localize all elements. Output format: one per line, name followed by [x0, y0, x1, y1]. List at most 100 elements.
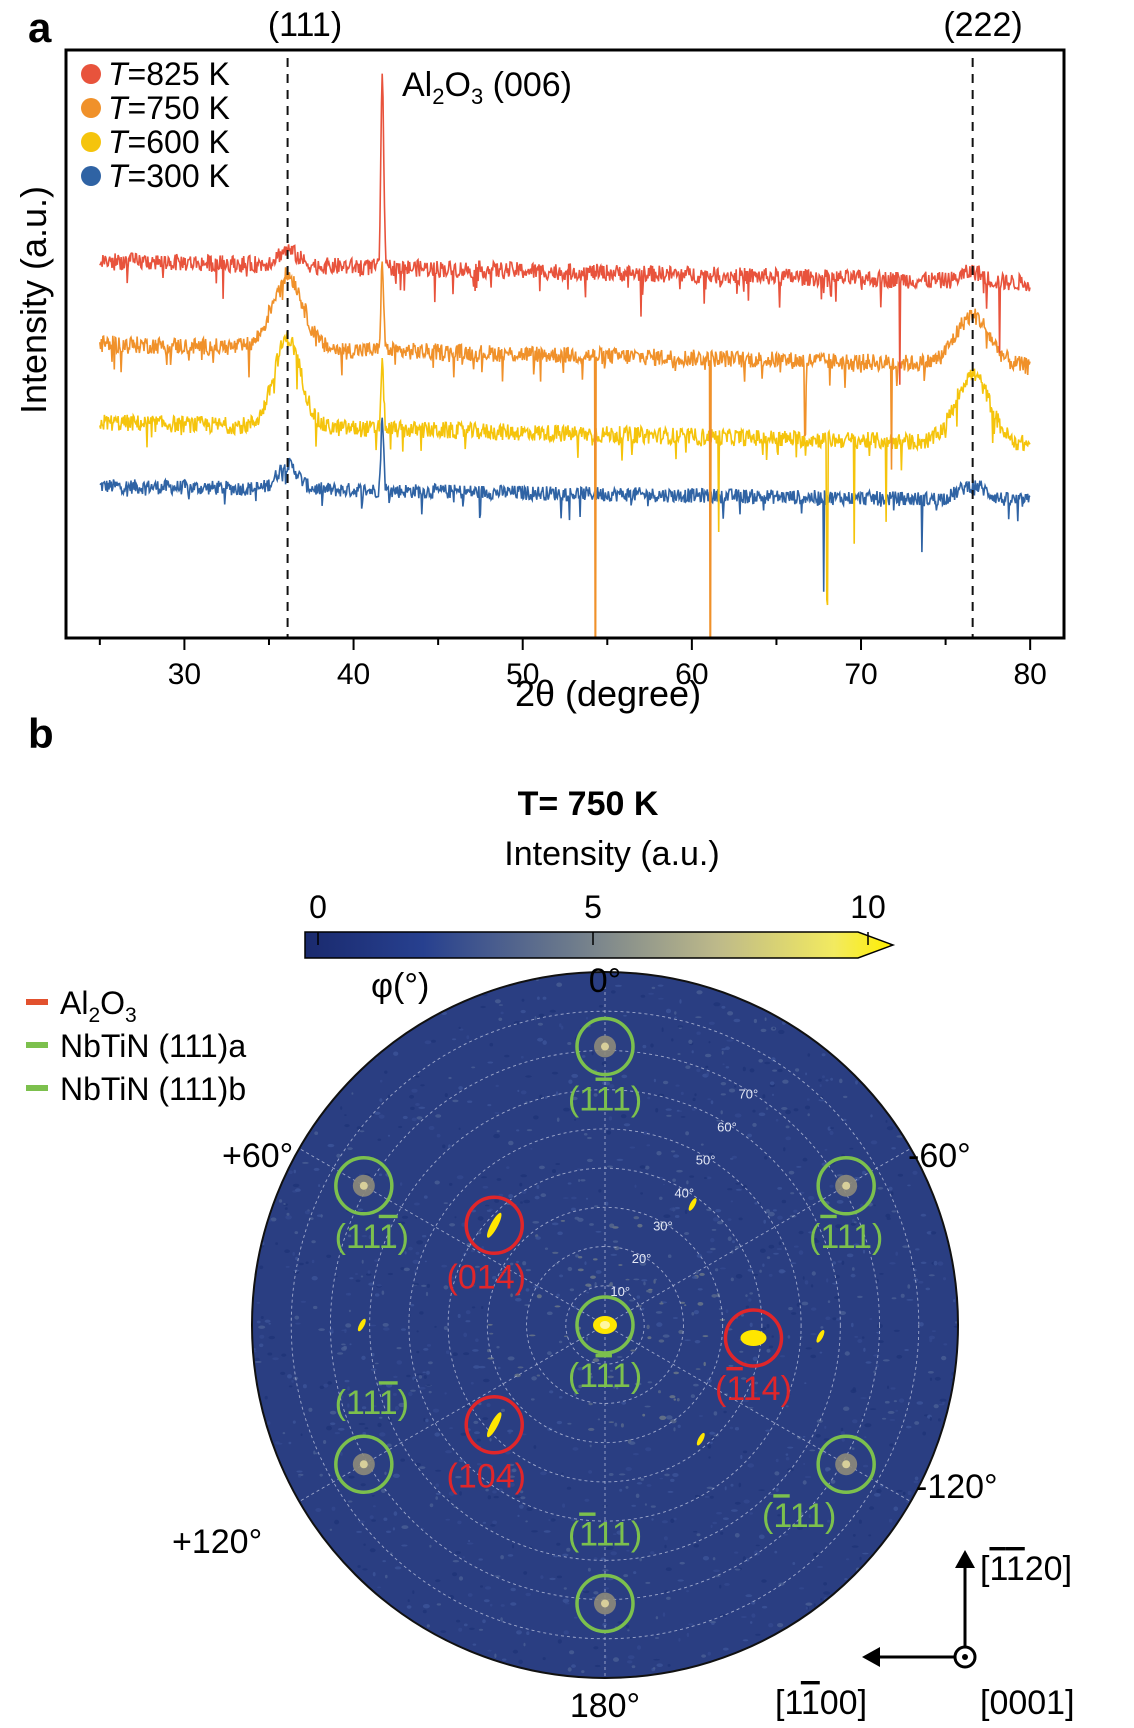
texture-speck	[574, 1391, 577, 1396]
texture-speck	[538, 1013, 545, 1018]
texture-speck	[626, 1549, 630, 1552]
texture-speck	[540, 1471, 547, 1476]
texture-speck	[585, 1016, 589, 1020]
texture-speck	[371, 1405, 377, 1408]
texture-speck	[402, 1115, 408, 1120]
texture-speck	[515, 1293, 521, 1296]
texture-speck	[518, 1629, 521, 1632]
texture-speck	[516, 1129, 520, 1132]
texture-speck	[913, 1278, 919, 1282]
texture-speck	[520, 1055, 524, 1059]
texture-speck	[634, 1382, 642, 1386]
texture-speck	[833, 1274, 840, 1279]
texture-speck	[573, 1616, 578, 1619]
texture-speck	[763, 1219, 766, 1224]
legend-label: T=825 K	[108, 56, 230, 92]
texture-speck	[379, 1079, 383, 1083]
texture-speck	[747, 1407, 754, 1409]
texture-speck	[507, 1554, 514, 1557]
texture-speck	[392, 1527, 395, 1531]
texture-speck	[684, 1339, 691, 1341]
texture-speck	[730, 1200, 734, 1203]
texture-speck	[451, 1276, 455, 1280]
texture-speck	[709, 1620, 716, 1624]
texture-speck	[268, 1335, 275, 1340]
texture-speck	[774, 1471, 780, 1476]
texture-speck	[889, 1419, 896, 1421]
texture-speck	[559, 1274, 564, 1278]
legend-label: NbTiN (111)a	[60, 1028, 246, 1064]
texture-speck	[608, 1116, 613, 1121]
texture-speck	[852, 1534, 856, 1537]
texture-speck	[703, 1361, 706, 1367]
texture-speck	[606, 1545, 614, 1550]
texture-speck	[820, 1326, 824, 1329]
phi-rotation-label: φ(°)	[371, 967, 429, 1005]
texture-speck	[862, 1552, 869, 1555]
texture-speck	[485, 1488, 489, 1492]
psi-ring-label: 70°	[739, 1087, 759, 1102]
texture-speck	[586, 1336, 588, 1341]
texture-speck	[610, 1551, 617, 1556]
texture-speck	[508, 1140, 514, 1146]
texture-speck	[482, 1619, 486, 1624]
texture-speck	[715, 1268, 719, 1272]
texture-speck	[770, 1081, 775, 1086]
texture-speck	[876, 1278, 879, 1283]
texture-speck	[256, 1301, 260, 1304]
texture-speck	[762, 1263, 765, 1267]
texture-speck	[778, 1582, 785, 1586]
texture-speck	[571, 1664, 576, 1668]
texture-speck	[734, 1245, 740, 1250]
texture-speck	[406, 1605, 412, 1609]
pole-figure-title: T= 750 K	[518, 785, 659, 823]
texture-speck	[566, 1547, 571, 1552]
texture-speck	[668, 1223, 673, 1227]
texture-speck	[593, 1591, 599, 1595]
texture-speck	[865, 1361, 872, 1364]
texture-speck	[347, 1500, 353, 1503]
texture-speck	[896, 1135, 904, 1138]
texture-speck	[419, 1466, 426, 1469]
nbtin-pole-marker	[816, 1434, 876, 1494]
texture-speck	[432, 1408, 440, 1413]
texture-speck	[396, 1360, 403, 1365]
texture-speck	[819, 1351, 823, 1354]
texture-speck	[416, 1373, 423, 1376]
xrd-legend: T=825 KT=750 KT=600 KT=300 K	[81, 56, 230, 194]
texture-speck	[507, 1429, 514, 1433]
texture-speck	[823, 1582, 827, 1586]
texture-speck	[862, 1170, 866, 1175]
texture-speck	[840, 1431, 845, 1436]
texture-speck	[669, 1207, 677, 1211]
texture-speck	[851, 1322, 854, 1328]
texture-speck	[657, 984, 664, 987]
texture-speck	[337, 1408, 343, 1413]
texture-speck	[708, 1021, 715, 1025]
texture-speck	[556, 1420, 563, 1425]
texture-speck	[343, 1345, 347, 1350]
nbtin-pole-marker	[575, 1295, 635, 1355]
texture-speck	[510, 1602, 517, 1606]
texture-speck	[766, 1324, 770, 1329]
texture-speck	[530, 1148, 533, 1150]
texture-speck	[445, 1450, 453, 1454]
texture-speck	[709, 1431, 715, 1435]
texture-speck	[802, 1157, 808, 1162]
texture-speck	[484, 1204, 490, 1207]
texture-speck	[640, 994, 646, 998]
texture-speck	[426, 1384, 431, 1386]
texture-speck	[287, 1374, 292, 1379]
texture-speck	[457, 1520, 462, 1525]
texture-speck	[473, 1420, 479, 1424]
texture-speck	[672, 1317, 678, 1319]
panel-b-label: b	[28, 710, 54, 757]
texture-speck	[752, 1392, 758, 1394]
texture-speck	[907, 1490, 912, 1496]
texture-speck	[498, 1488, 504, 1493]
texture-speck	[560, 1025, 564, 1030]
texture-speck	[299, 1262, 304, 1266]
texture-speck	[298, 1475, 301, 1478]
texture-speck	[393, 1375, 398, 1379]
texture-speck	[348, 1475, 355, 1479]
